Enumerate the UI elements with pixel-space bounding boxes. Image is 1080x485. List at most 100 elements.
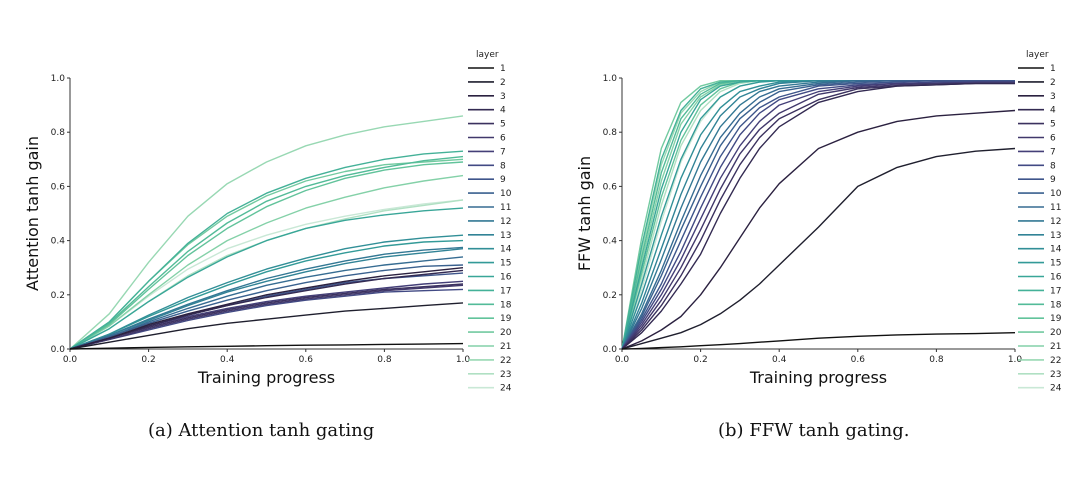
legend-title: layer xyxy=(476,50,499,60)
series-line-layer-15 xyxy=(621,79,1015,350)
x-tick-label: 0.8 xyxy=(377,355,392,365)
series-line-layer-4 xyxy=(69,269,464,350)
series-line-layer-11 xyxy=(621,79,1015,350)
series-line-layer-1 xyxy=(69,342,464,350)
x-axis-label: Training progress xyxy=(197,368,335,387)
legend-label-layer-17: 17 xyxy=(1050,286,1061,296)
series-line-layer-9 xyxy=(621,79,1015,350)
series-line-layer-10 xyxy=(69,264,464,350)
x-axis-label: Training progress xyxy=(749,368,887,387)
legend-label-layer-23: 23 xyxy=(500,370,511,380)
series-line-layer-20 xyxy=(621,79,1015,350)
series-line-layer-6 xyxy=(69,284,464,350)
series-line-layer-17 xyxy=(621,79,1015,350)
x-tick-label: 1.0 xyxy=(1008,355,1023,365)
legend-label-layer-4: 4 xyxy=(500,106,506,116)
x-tick-label: 0.6 xyxy=(299,355,314,365)
x-tick-label: 0.0 xyxy=(63,355,78,365)
series-line-layer-2 xyxy=(69,302,464,350)
y-tick-label: 0.4 xyxy=(51,237,66,247)
series-line-layer-3 xyxy=(621,109,1016,350)
legend-label-layer-7: 7 xyxy=(500,147,506,157)
legend-label-layer-18: 18 xyxy=(500,300,512,310)
legend-label-layer-12: 12 xyxy=(1050,217,1061,227)
legend-label-layer-15: 15 xyxy=(500,259,511,269)
x-tick-label: 0.2 xyxy=(693,355,707,365)
legend-label-layer-1: 1 xyxy=(500,64,506,74)
series-line-layer-23 xyxy=(621,79,1015,350)
series-line-layer-24 xyxy=(69,199,464,350)
series-line-layer-14 xyxy=(69,234,464,350)
legend-label-layer-8: 8 xyxy=(1050,161,1056,171)
series-line-layer-18 xyxy=(621,79,1015,350)
y-tick-label: 0.2 xyxy=(603,291,617,301)
legend-label-layer-9: 9 xyxy=(1050,175,1056,185)
series-line-layer-5 xyxy=(69,283,464,350)
y-tick-label: 0.8 xyxy=(51,128,66,138)
legend-label-layer-20: 20 xyxy=(500,328,512,338)
series-line-layer-13 xyxy=(69,248,464,350)
legend-label-layer-1: 1 xyxy=(1050,64,1056,74)
legend-label-layer-23: 23 xyxy=(1050,370,1061,380)
series-line-layer-13 xyxy=(621,79,1015,350)
legend-label-layer-2: 2 xyxy=(1050,78,1056,88)
legend-label-layer-19: 19 xyxy=(500,314,512,324)
ffw-gating-chart: 0.0 0.2 0.4 0.6 0.8 1.0 0.0 0.2 0.4 0.6 0.8 1.0 Trai… xyxy=(575,50,1062,394)
series-line-layer-22 xyxy=(621,79,1015,350)
series-line-layer-19 xyxy=(621,79,1015,350)
legend-label-layer-11: 11 xyxy=(500,203,511,213)
series-line-layer-12 xyxy=(621,79,1015,350)
series-line-layer-3 xyxy=(69,267,464,350)
legend-label-layer-10: 10 xyxy=(1050,189,1062,199)
y-tick-label: 0.4 xyxy=(603,237,618,247)
y-tick-label: 0.6 xyxy=(603,182,618,192)
y-tick-label: 0.2 xyxy=(51,291,65,301)
series-line-layer-2 xyxy=(621,147,1016,350)
legend-label-layer-2: 2 xyxy=(500,78,506,88)
series-line-layer-19 xyxy=(69,161,464,350)
series-line-layer-16 xyxy=(69,207,464,350)
caption-a: (a) Attention tanh gating xyxy=(148,420,375,441)
y-tick-label: 0.8 xyxy=(603,128,618,138)
attention-gating-chart: 0.0 0.2 0.4 0.6 0.8 1.0 0.0 0.2 0.4 0.6 0.8 1.0 Trai… xyxy=(23,50,512,394)
series-line-layer-14 xyxy=(621,79,1015,350)
legend-label-layer-14: 14 xyxy=(500,245,512,255)
legend-label-layer-10: 10 xyxy=(500,189,512,199)
caption-b: (b) FFW tanh gating. xyxy=(718,420,910,441)
legend-label-layer-6: 6 xyxy=(1050,134,1056,144)
legend-label-layer-21: 21 xyxy=(500,342,511,352)
y-axis-label: FFW tanh gain xyxy=(575,156,594,271)
y-tick-label: 1.0 xyxy=(51,74,66,84)
series-line-layer-12 xyxy=(69,246,464,350)
legend-label-layer-14: 14 xyxy=(1050,245,1062,255)
y-tick-label: 0.0 xyxy=(603,345,618,355)
legend-label-layer-9: 9 xyxy=(500,175,506,185)
legend-label-layer-12: 12 xyxy=(500,217,511,227)
x-tick-label: 0.6 xyxy=(851,355,866,365)
legend-label-layer-6: 6 xyxy=(500,134,506,144)
x-tick-label: 0.0 xyxy=(615,355,630,365)
legend-label-layer-11: 11 xyxy=(1050,203,1061,213)
series-line-layer-11 xyxy=(69,256,464,350)
series-line-layer-21 xyxy=(621,79,1015,350)
legend-label-layer-24: 24 xyxy=(1050,384,1062,394)
y-axis-label: Attention tanh gain xyxy=(23,136,42,291)
legend-label-layer-8: 8 xyxy=(500,161,506,171)
legend-label-layer-17: 17 xyxy=(500,286,511,296)
legend-title: layer xyxy=(1026,50,1049,60)
legend-label-layer-22: 22 xyxy=(500,356,511,366)
legend-label-layer-13: 13 xyxy=(500,231,511,241)
legend-label-layer-16: 16 xyxy=(1050,273,1062,283)
series-line-layer-18 xyxy=(69,155,464,350)
legend-label-layer-4: 4 xyxy=(1050,106,1056,116)
series-line-layer-10 xyxy=(621,79,1015,350)
legend-label-layer-3: 3 xyxy=(500,92,506,102)
legend-label-layer-24: 24 xyxy=(500,384,512,394)
x-tick-label: 0.4 xyxy=(220,355,235,365)
y-tick-label: 0.6 xyxy=(51,182,66,192)
legend-label-layer-5: 5 xyxy=(1050,120,1056,130)
legend-label-layer-21: 21 xyxy=(1050,342,1061,352)
series-line-layer-15 xyxy=(69,239,464,350)
x-tick-label: 0.2 xyxy=(141,355,155,365)
y-tick-label: 0.0 xyxy=(51,345,66,355)
